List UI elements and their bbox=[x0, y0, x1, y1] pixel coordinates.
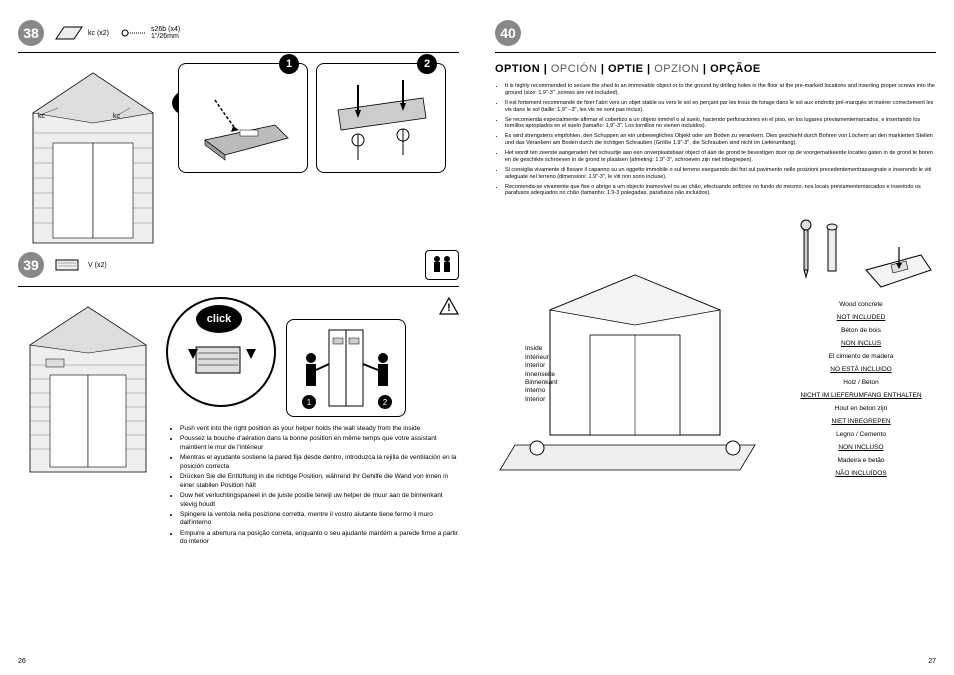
helper-1-num: 1 bbox=[307, 398, 312, 407]
option-title: OPTION | OPCIÓN | OPTIE | OPZION | OPÇÃO… bbox=[495, 63, 936, 75]
shed-on-ground: Inside Intérieur Interior Innenseite Bin… bbox=[495, 215, 780, 477]
not-incl-pt: Madeira e betão NÃO INCLUÍDOS bbox=[786, 457, 936, 477]
opt-nl: Het wordt ten zeerste aangeraden het sch… bbox=[505, 150, 936, 164]
step-38-body: kckc click 1 2 bbox=[18, 63, 459, 238]
page-num-left: 26 bbox=[18, 658, 26, 665]
part-screw-icon: s26b (x4) 1"/26mm bbox=[121, 26, 180, 40]
inside-labels: Inside Intérieur Interior Innenseite Bin… bbox=[525, 345, 558, 404]
vent-detail-circle: click bbox=[166, 297, 276, 407]
two-people-icon bbox=[425, 250, 459, 280]
shed-illustration-38: kckc bbox=[18, 63, 168, 238]
instr-en: Push vent into the right position as you… bbox=[180, 425, 459, 433]
part-kc-label: kc (x2) bbox=[88, 30, 109, 37]
num-circle-2: 2 bbox=[417, 54, 437, 74]
step-40-header: 40 bbox=[495, 20, 936, 53]
step-number-38: 38 bbox=[18, 20, 44, 46]
step-39-instructions: Push vent into the right position as you… bbox=[170, 425, 459, 547]
not-incl-fr: Béton de bois NON INCLUS bbox=[786, 327, 936, 347]
instr-fr: Poussez la bouche d'aération dans la bon… bbox=[180, 435, 459, 452]
warning-icon: ! bbox=[439, 297, 459, 315]
part-screw-label: s26b (x4) 1"/26mm bbox=[151, 26, 180, 40]
part-kc-icon: kc (x2) bbox=[54, 25, 109, 41]
shed-illustration-39 bbox=[18, 297, 158, 472]
page-27: 40 OPTION | OPCIÓN | OPTIE | OPZION | OP… bbox=[477, 0, 954, 675]
step-number-40: 40 bbox=[495, 20, 521, 46]
not-incl-es: El cimiento de madera NO ESTÁ INCLUIDO bbox=[786, 353, 936, 373]
helper-2-num: 2 bbox=[383, 398, 388, 407]
not-included-column: Wood concrete NOT INCLUDED Béton de bois… bbox=[786, 215, 936, 477]
diagram-38-1: 1 bbox=[178, 63, 308, 173]
step-39-body: click ! bbox=[18, 297, 459, 549]
hardware-icons bbox=[786, 215, 936, 295]
num-circle-1: 1 bbox=[279, 54, 299, 74]
opt-pt: Recomenda-se vivamente que fixe o abrigo… bbox=[505, 184, 936, 198]
diagram-38-2: 2 bbox=[316, 63, 446, 173]
option-diagram: Inside Intérieur Interior Innenseite Bin… bbox=[495, 215, 936, 477]
diagram-39-helpers: 1 2 bbox=[286, 319, 406, 417]
step-38-header: 38 kc (x2) s26b (x4) 1"/26mm bbox=[18, 20, 459, 53]
instr-es: Mientras el ayudante sostiene la pared f… bbox=[180, 454, 459, 471]
instr-de: Drücken Sie die Entlüftung in die richti… bbox=[180, 473, 459, 490]
svg-text:kc: kc bbox=[38, 113, 46, 120]
not-incl-it: Legno / Cemento NON INCLUSO bbox=[786, 431, 936, 451]
instr-pt: Empurre a abertura na posição correta, e… bbox=[180, 530, 459, 547]
opt-en: It is highly recommended to secure the s… bbox=[505, 83, 936, 97]
page-num-right: 27 bbox=[928, 658, 936, 665]
option-bullets: It is highly recommended to secure the s… bbox=[495, 83, 936, 197]
opt-fr: Il est fortement recommandé de fixer l'a… bbox=[505, 100, 936, 114]
not-incl-de: Holz / Beton NICHT IM LIEFERUMFANG ENTHA… bbox=[786, 379, 936, 399]
page-26: 38 kc (x2) s26b (x4) 1"/26mm bbox=[0, 0, 477, 675]
instr-it: Spingere la ventola nella posizione corr… bbox=[180, 511, 459, 528]
instr-nl: Duw het verluchtingspaneel in de juiste … bbox=[180, 492, 459, 509]
not-incl-en: Wood concrete NOT INCLUDED bbox=[786, 301, 936, 321]
not-incl-nl: Hout en beton zijn NIET INBEGREPEN bbox=[786, 405, 936, 425]
opt-it: Si consiglia vivamente di fissare il cap… bbox=[505, 167, 936, 181]
opt-de: Es wird strengstens empfohlen, den Schup… bbox=[505, 133, 936, 147]
svg-text:!: ! bbox=[447, 302, 451, 314]
opt-es: Se recomienda especialmente afirmar el c… bbox=[505, 117, 936, 131]
